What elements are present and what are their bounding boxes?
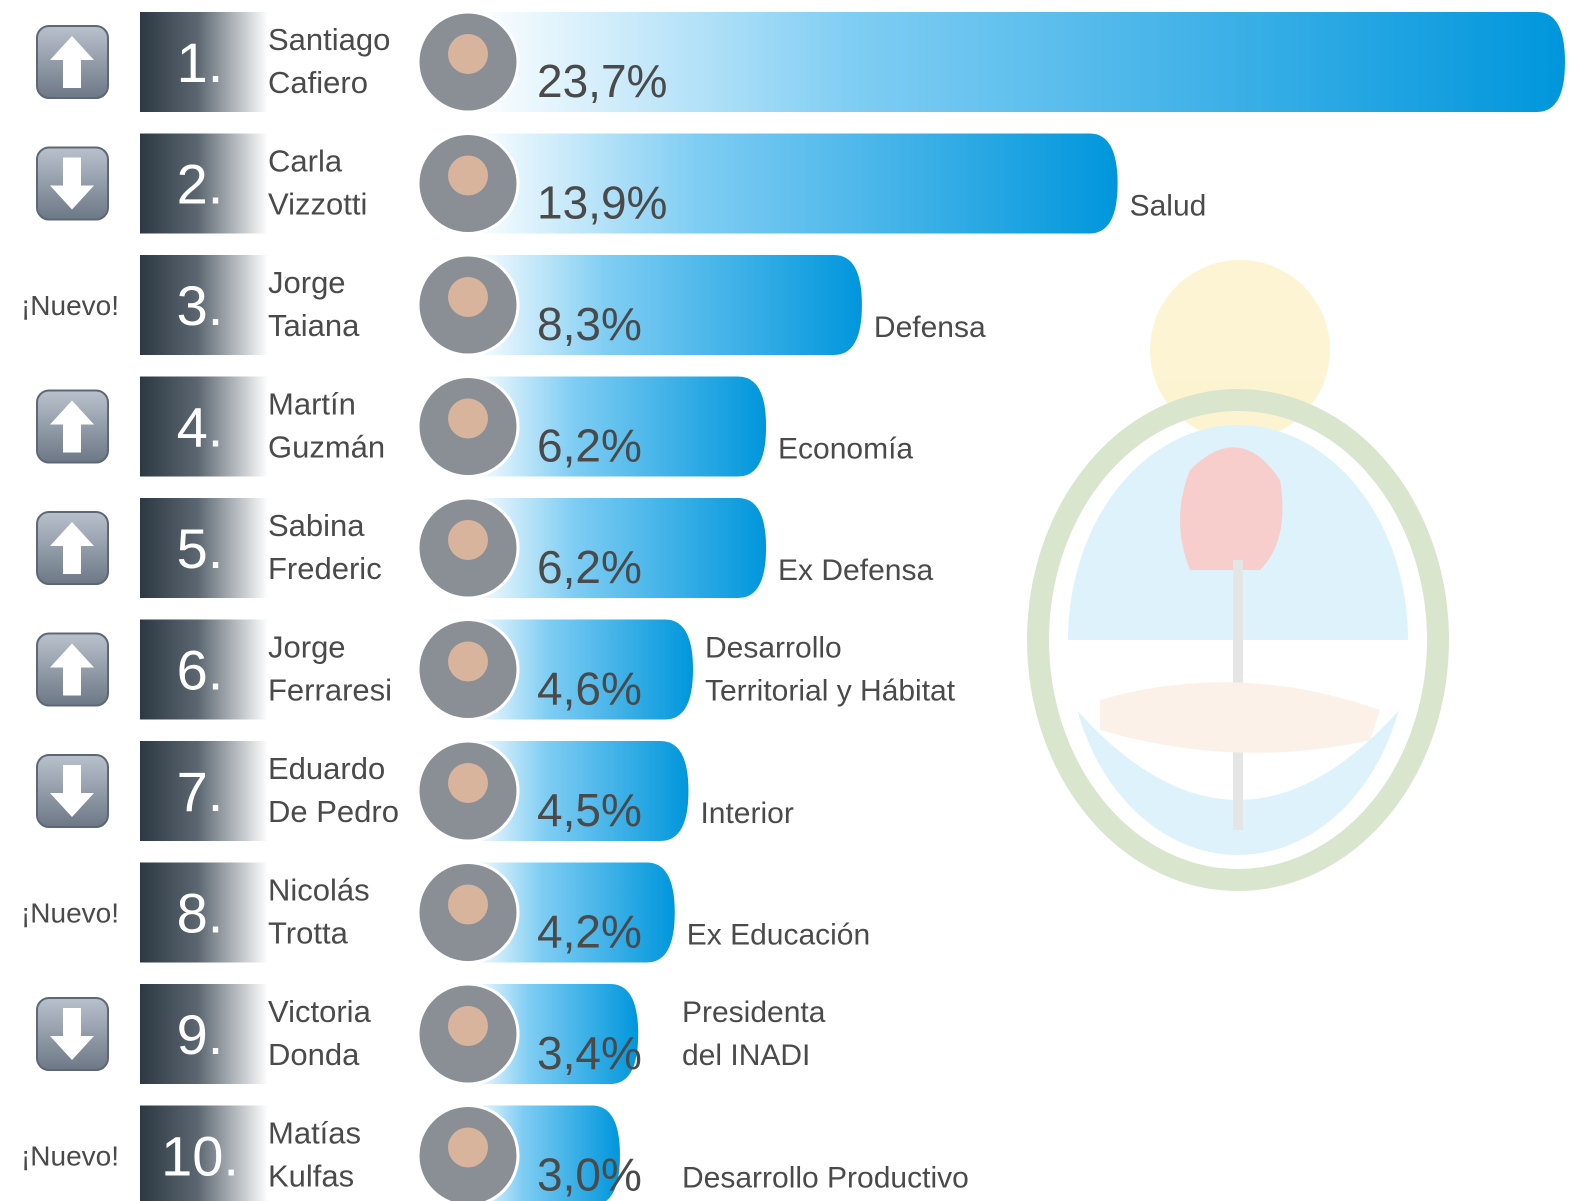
- role: Presidenta: [682, 996, 826, 1029]
- emblem: [1027, 260, 1449, 891]
- new-badge: ¡Nuevo!: [21, 290, 119, 321]
- trend-icon: [36, 389, 109, 464]
- value-label: 8,3%: [537, 298, 642, 350]
- rank-box: [140, 741, 268, 841]
- bar: [470, 862, 675, 963]
- trend-arrow: [50, 643, 94, 696]
- value-label: 13,9%: [537, 177, 667, 229]
- trend-icon: [36, 511, 109, 585]
- rank: 2.: [177, 153, 224, 216]
- rank-box: [140, 1105, 268, 1201]
- name: Donda: [268, 1037, 360, 1072]
- photo-face: [448, 1127, 488, 1168]
- photo-face: [448, 520, 488, 560]
- name: Nicolás: [268, 873, 370, 908]
- bar: [470, 133, 1118, 234]
- bar: [470, 255, 862, 355]
- rank-box: [140, 984, 268, 1084]
- bar: [470, 376, 767, 477]
- rank-box: [140, 862, 268, 963]
- name: De Pedro: [268, 794, 399, 829]
- role: Desarrollo: [705, 632, 842, 665]
- name: Taiana: [268, 308, 360, 343]
- name: Sabina: [268, 508, 365, 543]
- rank-box: [140, 498, 268, 598]
- name: Guzmán: [268, 430, 385, 465]
- name: Victoria: [268, 994, 372, 1029]
- trend-icon: [36, 632, 109, 707]
- rank: 6.: [177, 639, 224, 702]
- rank: 8.: [177, 882, 224, 945]
- rank: 10.: [161, 1125, 239, 1188]
- name: Trotta: [268, 916, 349, 951]
- trend-icon: [36, 754, 109, 828]
- value-label: 6,2%: [537, 541, 642, 593]
- trend-arrow: [50, 400, 94, 453]
- photo-face: [448, 884, 488, 925]
- name: Matías: [268, 1116, 361, 1151]
- value-label: 23,7%: [537, 55, 667, 107]
- value-label: 6,2%: [537, 420, 642, 472]
- bar: [470, 12, 1565, 112]
- bar: [470, 619, 694, 720]
- role: Economía: [778, 433, 913, 466]
- rank: 9.: [177, 1003, 224, 1066]
- rank-box: [140, 619, 268, 720]
- photo-face: [448, 763, 488, 803]
- rank-box: [140, 12, 268, 112]
- name: Ferraresi: [268, 673, 392, 708]
- name: Santiago: [268, 22, 390, 57]
- rank: 4.: [177, 396, 224, 459]
- trend-icon: [36, 997, 109, 1071]
- name: Martín: [268, 387, 356, 422]
- trend-arrow: [50, 36, 94, 88]
- name: Jorge: [268, 265, 346, 300]
- trend-icon: [36, 25, 109, 99]
- name: Carla: [268, 144, 343, 179]
- name: Kulfas: [268, 1159, 354, 1194]
- value-label: 4,5%: [537, 784, 642, 836]
- bar: [470, 741, 689, 841]
- photo-face: [448, 398, 488, 439]
- role: Salud: [1130, 190, 1207, 223]
- photo-face: [448, 1006, 488, 1046]
- rank: 1.: [177, 31, 224, 94]
- name: Eduardo: [268, 751, 385, 786]
- value-label: 3,0%: [537, 1149, 642, 1201]
- role: del INADI: [682, 1039, 810, 1072]
- name: Frederic: [268, 551, 382, 586]
- photo-face: [448, 34, 488, 74]
- rank: 3.: [177, 274, 224, 337]
- value-label: 4,6%: [537, 663, 642, 715]
- role: Ex Defensa: [778, 554, 933, 587]
- new-badge: ¡Nuevo!: [21, 898, 119, 929]
- name: Jorge: [268, 630, 346, 665]
- photo-face: [448, 277, 488, 317]
- trend-arrow: [50, 157, 94, 210]
- value-label: 4,2%: [537, 906, 642, 958]
- name: Cafiero: [268, 65, 368, 100]
- role: Interior: [700, 797, 793, 830]
- trend-icon: [36, 146, 109, 221]
- photo-face: [448, 155, 488, 196]
- name: Vizzotti: [268, 187, 367, 222]
- bar: [470, 498, 767, 598]
- role: Desarrollo Productivo: [682, 1162, 969, 1195]
- rank: 5.: [177, 517, 224, 580]
- value-label: 3,4%: [537, 1027, 642, 1079]
- trend-arrow: [50, 765, 94, 817]
- rank-box: [140, 133, 268, 234]
- role: Territorial y Hábitat: [705, 675, 956, 708]
- rank-box: [140, 255, 268, 355]
- role: Defensa: [874, 311, 986, 344]
- role: Ex Educación: [687, 919, 870, 952]
- new-badge: ¡Nuevo!: [21, 1141, 119, 1172]
- trend-arrow: [50, 1008, 94, 1060]
- rank-box: [140, 376, 268, 477]
- trend-arrow: [50, 522, 94, 574]
- rank: 7.: [177, 760, 224, 823]
- photo-face: [448, 641, 488, 682]
